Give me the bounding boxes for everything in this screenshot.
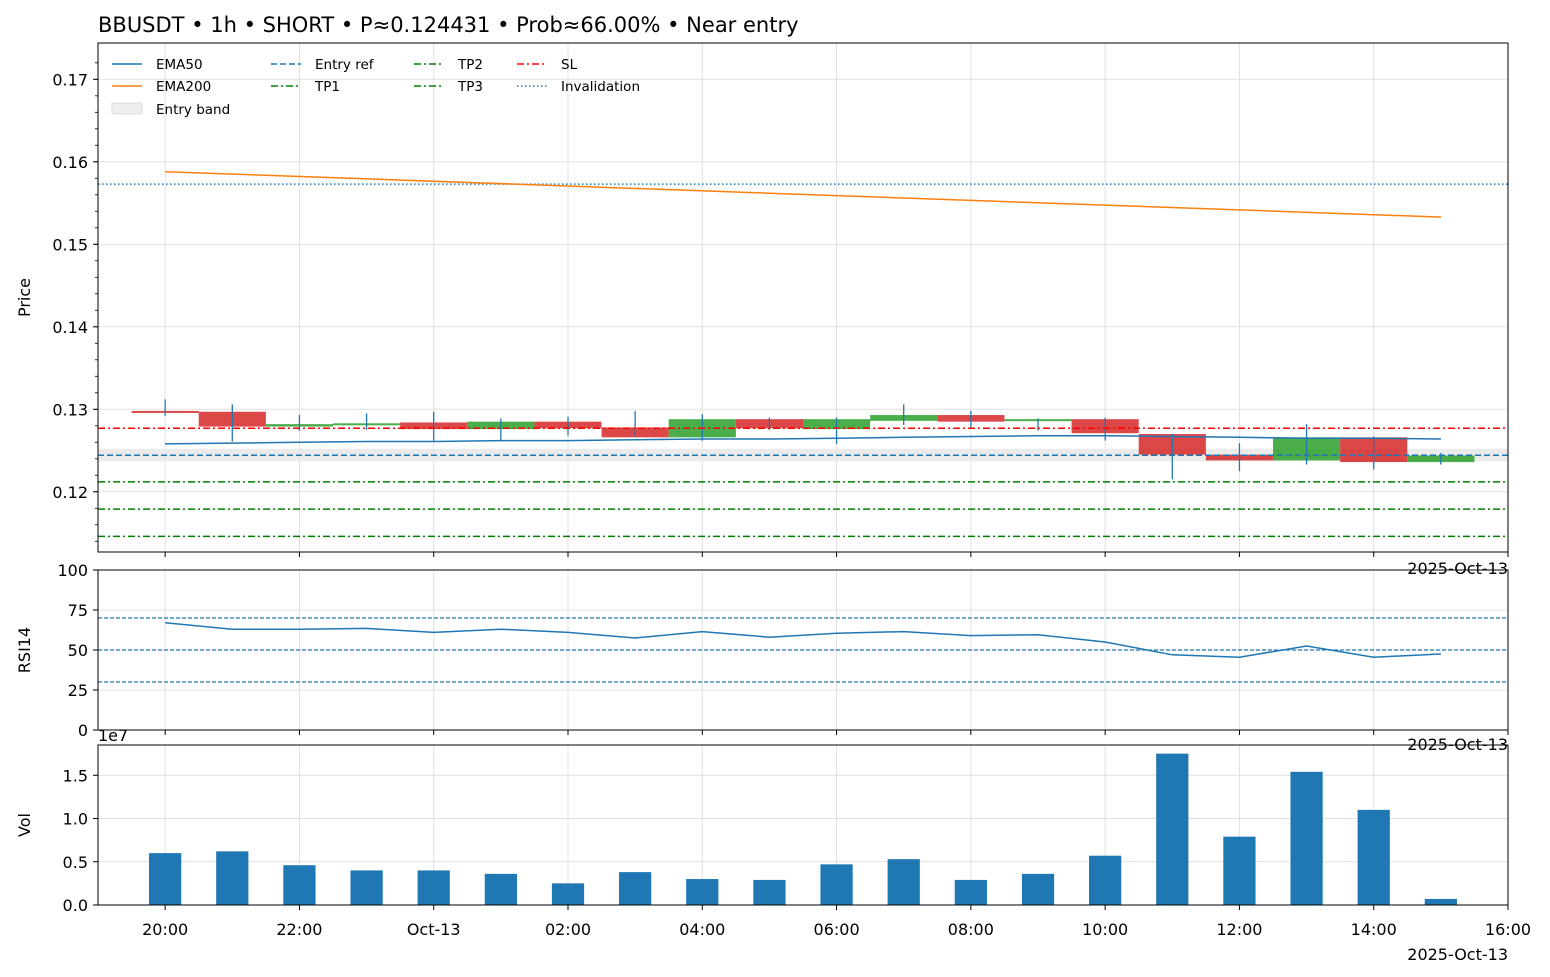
x-tick-label-9: 14:00 <box>1351 920 1397 939</box>
rsi-panel: 0 25 50 75 100 RSI14 2025-Oct-13 <box>15 561 1509 754</box>
x-tick-label-0: 20:00 <box>142 920 188 939</box>
rsi-ytick-label-3: 75 <box>68 601 88 620</box>
legend-label-1: EMA200 <box>156 79 211 95</box>
vol-ylabel: Vol <box>15 813 34 837</box>
price-legend: EMA50 EMA200 Entry band Entry ref TP1 TP2 TP3 S… <box>111 57 640 118</box>
chart-title: BBUSDT • 1h • SHORT • P≈0.124431 • Prob≈… <box>98 13 799 37</box>
legend-label-0: EMA50 <box>156 57 203 73</box>
ema50-line <box>165 434 1441 445</box>
volume-bar-16 <box>1223 836 1256 905</box>
volume-bar-19 <box>1424 898 1457 905</box>
vol-ytick-label-3: 1.5 <box>63 766 88 785</box>
legend-label-4: TP1 <box>314 79 340 95</box>
legend-label-5: TP2 <box>457 57 483 73</box>
volume-bar-17 <box>1290 771 1323 905</box>
price-ylabel: Price <box>15 278 34 317</box>
legend-label-7: SL <box>561 57 578 73</box>
price-ytick-label-4: 0.16 <box>52 153 88 172</box>
volume-bar-11 <box>887 859 920 905</box>
rsi-ytick-label-2: 50 <box>68 641 88 660</box>
x-tick-label-7: 10:00 <box>1082 920 1128 939</box>
x-tick-label-5: 06:00 <box>814 920 860 939</box>
legend-label-8: Invalidation <box>561 79 640 95</box>
vol-frame <box>97 744 1509 906</box>
vol-scale-label: 1e7 <box>98 726 128 745</box>
volume-bar-10 <box>820 864 853 905</box>
legend-label-2: Entry band <box>156 102 230 118</box>
volume-bar-12 <box>954 879 987 905</box>
x-tick-label-1: 22:00 <box>276 920 322 939</box>
price-ytick-label-3: 0.15 <box>52 235 88 254</box>
price-plot-area <box>98 43 1508 552</box>
price-ytick-label-1: 0.13 <box>52 400 88 419</box>
volume-bar-18 <box>1357 809 1390 905</box>
vol-ytick-label-1: 0.5 <box>63 853 88 872</box>
price-ytick-label-0: 0.12 <box>52 483 88 502</box>
x-tick-label-4: 04:00 <box>679 920 725 939</box>
legend-label-3: Entry ref <box>315 57 375 73</box>
volume-bar-0 <box>149 853 182 905</box>
volume-bar-8 <box>686 879 719 905</box>
x-tick-label-8: 12:00 <box>1216 920 1262 939</box>
price-date-label: 2025-Oct-13 <box>1407 559 1508 578</box>
volume-bar-5 <box>484 873 517 905</box>
volume-bar-2 <box>283 865 316 905</box>
x-tick-label-6: 08:00 <box>948 920 994 939</box>
price-ytick-label-2: 0.14 <box>52 318 88 337</box>
vol-date-label: 2025-Oct-13 <box>1407 945 1508 964</box>
ema200-line <box>165 170 1441 218</box>
rsi-line <box>165 622 1441 658</box>
price-frame <box>97 42 1509 553</box>
volume-bar-7 <box>619 872 652 905</box>
x-tick-label-3: 02:00 <box>545 920 591 939</box>
volume-bar-3 <box>350 870 383 905</box>
volume-bar-13 <box>1021 873 1055 905</box>
volume-bar-14 <box>1089 855 1122 905</box>
volume-bar-4 <box>417 870 450 905</box>
volume-panel: 0.0 0.5 1.0 1.5 Vol 1e7 20:00 22:00 Oct-13 02:00 0… <box>15 726 1531 964</box>
rsi-ytick-label-0: 0 <box>78 721 88 740</box>
volume-bar-6 <box>551 883 585 905</box>
volume-bar-15 <box>1156 753 1189 905</box>
rsi-ytick-label-1: 25 <box>68 681 88 700</box>
vol-ytick-label-0: 0.0 <box>63 896 88 915</box>
volume-bar-1 <box>216 851 249 905</box>
price-ytick-label-5: 0.17 <box>52 70 88 89</box>
volume-bar-9 <box>753 879 786 905</box>
legend-swatch-2 <box>111 102 143 115</box>
rsi-ylabel: RSI14 <box>15 627 34 673</box>
legend-label-6: TP3 <box>457 79 483 95</box>
vol-ytick-label-2: 1.0 <box>63 810 88 829</box>
x-tick-label-10: 16:00 <box>1485 920 1531 939</box>
rsi-ytick-label-4: 100 <box>57 561 88 580</box>
x-tick-label-2: Oct-13 <box>407 920 461 939</box>
price-panel: 0.12 0.13 0.14 0.15 0.16 0.17 Price 2025-Oct-13… <box>15 42 1509 578</box>
